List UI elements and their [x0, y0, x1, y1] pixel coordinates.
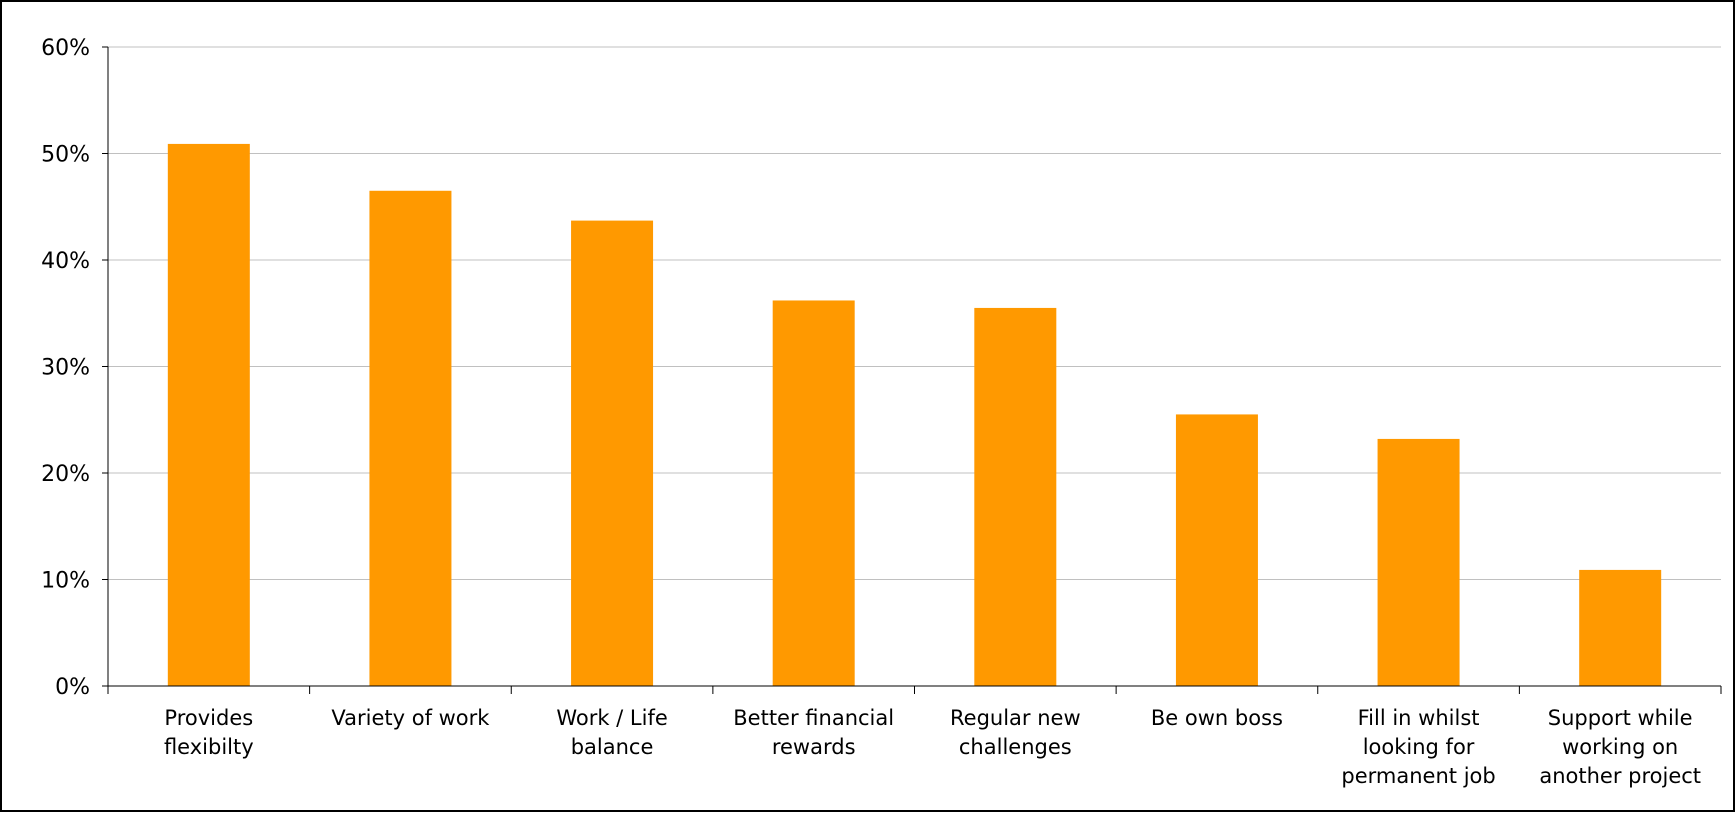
x-tick-label-line: looking for	[1363, 735, 1475, 759]
y-tick-label: 0%	[55, 675, 90, 700]
y-tick-label: 30%	[41, 356, 90, 381]
bar	[571, 221, 653, 686]
x-tick-label-line: rewards	[772, 735, 856, 759]
y-tick-label: 50%	[41, 143, 90, 168]
y-tick-label: 10%	[41, 569, 90, 594]
x-tick-label: Fill in whilst looking for permanent job	[1341, 706, 1495, 788]
x-tick-label-line: Regular new	[950, 706, 1081, 730]
y-tick-label: 20%	[41, 462, 90, 487]
x-tick-label-line: flexibilty	[164, 735, 254, 759]
bar	[974, 308, 1056, 686]
x-tick-label: Variety of work	[331, 706, 490, 730]
x-tick-label-line: Work / Life	[556, 706, 667, 730]
x-tick-label: Be own boss	[1151, 706, 1283, 730]
bar	[1176, 414, 1258, 686]
bar	[773, 300, 855, 686]
x-tick-label-line: Variety of work	[331, 706, 490, 730]
bar	[369, 191, 451, 686]
x-tick-label-line: working on	[1562, 735, 1678, 759]
y-tick-label: 40%	[41, 249, 90, 274]
x-tick-label-line: Be own boss	[1151, 706, 1283, 730]
bar	[1579, 570, 1661, 686]
x-tick-label-line: another project	[1539, 764, 1701, 788]
x-tick-label-line: Better financial	[733, 706, 894, 730]
bar	[1378, 439, 1460, 686]
x-tick-label-line: challenges	[959, 735, 1072, 759]
bar	[168, 144, 250, 686]
x-tick-label-line: permanent job	[1341, 764, 1495, 788]
x-tick-label: Support while working on another project	[1539, 706, 1701, 788]
x-tick-label-line: balance	[571, 735, 654, 759]
x-tick-label-line: Fill in whilst	[1358, 706, 1480, 730]
x-tick-label-line: Support while	[1548, 706, 1693, 730]
y-tick-label: 60%	[41, 36, 90, 61]
x-tick-label-line: Provides	[164, 706, 253, 730]
